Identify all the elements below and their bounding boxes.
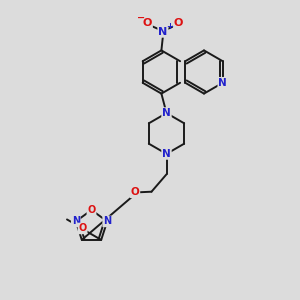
Text: O: O (174, 18, 183, 28)
Text: N: N (218, 78, 227, 88)
Text: −: − (136, 13, 145, 23)
Text: N: N (158, 27, 167, 37)
Text: N: N (162, 149, 171, 159)
Text: O: O (142, 18, 152, 28)
Text: O: O (130, 187, 140, 197)
Text: N: N (103, 216, 111, 226)
Text: N: N (162, 108, 171, 118)
Text: O: O (79, 224, 87, 233)
Text: N: N (72, 216, 80, 226)
Text: +: + (166, 22, 173, 31)
Text: O: O (87, 205, 96, 215)
